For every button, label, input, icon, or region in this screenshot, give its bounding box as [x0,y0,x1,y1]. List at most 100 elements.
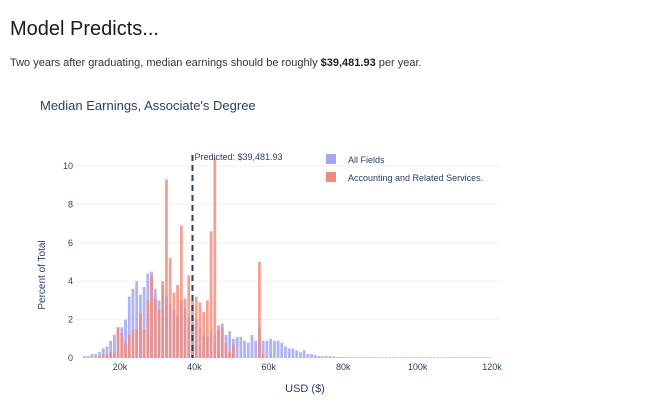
histogram-bar[interactable] [455,357,459,358]
histogram-bar[interactable] [280,342,284,358]
histogram-bar[interactable] [269,338,273,358]
histogram-bar[interactable] [131,329,135,358]
histogram-bar[interactable] [310,354,313,358]
histogram-bar[interactable] [432,357,436,358]
histogram-bar[interactable] [98,352,101,358]
histogram-bar[interactable] [458,357,462,358]
histogram-bar[interactable] [488,357,492,358]
histogram-bar[interactable] [94,354,98,358]
histogram-bar[interactable] [135,281,139,358]
histogram-bar[interactable] [194,296,198,358]
legend-item-accounting[interactable]: Accounting and Related Services. [326,172,483,183]
histogram-bar[interactable] [332,356,336,358]
histogram-bar[interactable] [473,357,477,358]
histogram-bar[interactable] [298,352,302,358]
histogram-bar[interactable] [161,281,165,358]
histogram-bar[interactable] [347,357,351,358]
histogram-bar[interactable] [250,334,254,358]
histogram-bar[interactable] [462,357,466,358]
legend[interactable]: All Fields Accounting and Related Servic… [326,154,483,183]
histogram-bar[interactable] [451,357,455,358]
histogram-bar[interactable] [176,285,180,358]
histogram-bar[interactable] [362,357,366,358]
histogram-bar[interactable] [139,313,142,358]
histogram-bar[interactable] [369,357,373,358]
histogram-bar[interactable] [109,340,113,358]
histogram-bar[interactable] [425,357,429,358]
histogram-bar[interactable] [98,356,101,358]
histogram-bar[interactable] [165,179,168,358]
histogram-bar[interactable] [90,354,94,358]
histogram-bar[interactable] [410,357,414,358]
histogram-bar[interactable] [127,334,131,358]
histogram-bar[interactable] [109,352,113,358]
histogram-bar[interactable] [470,357,473,358]
histogram-bars[interactable] [83,158,492,358]
legend-item-all-fields[interactable]: All Fields [326,154,385,165]
histogram-bar[interactable] [202,311,206,358]
histogram-bar[interactable] [325,356,328,358]
histogram-bar[interactable] [112,334,116,358]
histogram-bar[interactable] [228,352,232,358]
histogram-bar[interactable] [406,357,410,358]
histogram-bar[interactable] [287,348,291,358]
histogram-bar[interactable] [183,298,187,358]
histogram-bar[interactable] [220,327,224,358]
histogram-bar[interactable] [343,357,347,358]
histogram-bar[interactable] [306,354,310,358]
histogram-bar[interactable] [83,356,87,358]
histogram-bar[interactable] [391,357,395,358]
histogram-bar[interactable] [86,356,90,358]
histogram-bar[interactable] [124,319,127,358]
histogram-bar[interactable] [395,357,399,358]
histogram-bar[interactable] [440,357,444,358]
histogram-bar[interactable] [414,357,418,358]
series-1[interactable] [98,158,265,358]
histogram-bar[interactable] [295,350,299,358]
histogram-bar[interactable] [261,354,265,358]
histogram-bar[interactable] [101,354,105,358]
histogram-bar[interactable] [205,300,209,358]
histogram-bar[interactable] [291,348,295,358]
histogram-bar[interactable] [142,329,146,358]
histogram-bar[interactable] [146,300,150,358]
histogram-bar[interactable] [232,344,235,358]
histogram-bar[interactable] [421,357,425,358]
histogram-bar[interactable] [284,346,287,358]
histogram-bar[interactable] [135,329,139,358]
histogram-bar[interactable] [179,225,183,358]
histogram-bar[interactable] [209,231,213,358]
histogram-bar[interactable] [354,357,358,358]
histogram-bar[interactable] [127,296,131,358]
histogram-bar[interactable] [198,302,202,358]
histogram-bar[interactable] [120,333,124,358]
histogram-bar[interactable] [265,340,269,358]
histogram-bar[interactable] [105,354,109,358]
histogram-bar[interactable] [377,357,380,358]
histogram-bar[interactable] [258,262,261,358]
histogram-bar[interactable] [388,357,392,358]
histogram-bar[interactable] [373,357,377,358]
histogram-bar[interactable] [403,357,406,358]
histogram-bar[interactable] [224,342,228,358]
histogram-bar[interactable] [105,346,109,358]
histogram-bar[interactable] [272,340,276,358]
histogram-bar[interactable] [261,340,265,358]
histogram-bar[interactable] [302,350,306,358]
histogram-bar[interactable] [276,340,280,358]
histogram-bar[interactable] [112,352,116,358]
histogram-bar[interactable] [187,275,191,358]
histogram-bar[interactable] [157,310,161,358]
histogram-bar[interactable] [239,336,243,358]
histogram-bar[interactable] [436,357,440,358]
histogram-bar[interactable] [313,355,317,358]
histogram-bar[interactable] [172,292,176,358]
histogram-bar[interactable] [365,357,369,358]
histogram-bar[interactable] [124,342,127,358]
histogram-bar[interactable] [484,357,488,358]
histogram-bar[interactable] [339,357,343,358]
histogram-bar[interactable] [246,342,250,358]
histogram-bar[interactable] [142,286,146,358]
histogram-bar[interactable] [116,327,120,358]
histogram-bar[interactable] [254,340,258,358]
